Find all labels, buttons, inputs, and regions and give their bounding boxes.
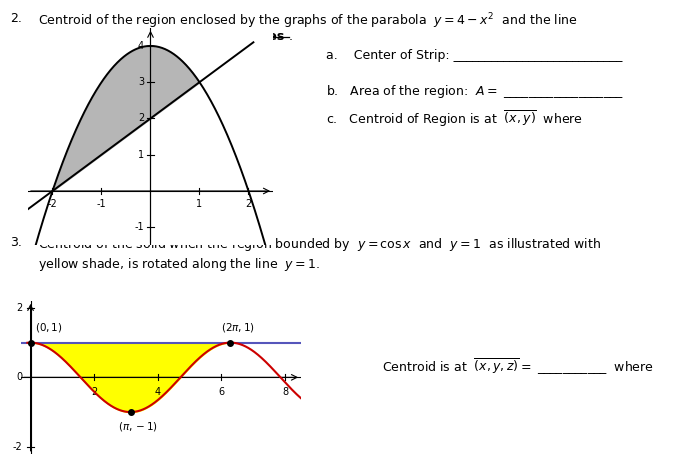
Text: 4: 4 <box>155 387 161 397</box>
Text: a.    Center of Strip: ___________________________: a. Center of Strip: ____________________… <box>326 49 622 62</box>
Text: 3: 3 <box>138 77 144 87</box>
Text: vertical rectangles: vertical rectangles <box>153 30 284 43</box>
Text: c.   Centroid of Region is at  $\overline{(x,y)}$  where: c. Centroid of Region is at $\overline{(… <box>326 109 582 129</box>
Text: 3.: 3. <box>10 236 22 249</box>
Text: 0: 0 <box>17 372 22 382</box>
Text: 2: 2 <box>91 387 97 397</box>
Text: -1: -1 <box>97 199 106 209</box>
Text: $(0, 1)$: $(0, 1)$ <box>35 321 63 334</box>
Text: .: . <box>289 30 293 43</box>
Text: Centroid of the solid when the region bounded by  $y = \cos x$  and  $y = 1$  as: Centroid of the solid when the region bo… <box>38 236 601 253</box>
Text: $(\pi, -1)$: $(\pi, -1)$ <box>118 420 158 433</box>
Text: Centroid of the region enclosed by the graphs of the parabola  $y = 4 - x^2$  an: Centroid of the region enclosed by the g… <box>38 12 578 31</box>
Text: $y = x + 2$  using: $y = x + 2$ using <box>38 30 140 47</box>
Text: -2: -2 <box>13 442 22 452</box>
Text: 2.: 2. <box>10 12 22 25</box>
Text: b.   Area of the region:  $A =$ ___________________: b. Area of the region: $A =$ ___________… <box>326 83 624 100</box>
Text: 8: 8 <box>282 387 288 397</box>
Text: Centroid is at  $\overline{(x, y, z)} =$ ___________  where: Centroid is at $\overline{(x, y, z)} =$ … <box>382 357 653 376</box>
Text: 1: 1 <box>138 150 144 160</box>
Text: 2: 2 <box>138 113 144 124</box>
Text: 1: 1 <box>197 199 202 209</box>
Text: -1: -1 <box>134 222 144 232</box>
Text: $(2\pi, 1)$: $(2\pi, 1)$ <box>221 321 255 334</box>
Text: yellow shade, is rotated along the line  $y = 1$.: yellow shade, is rotated along the line … <box>38 256 321 273</box>
Text: -2: -2 <box>48 199 57 209</box>
Text: 6: 6 <box>218 387 225 397</box>
Text: 2: 2 <box>246 199 251 209</box>
Text: 2: 2 <box>16 303 22 313</box>
Text: 4: 4 <box>138 41 144 51</box>
